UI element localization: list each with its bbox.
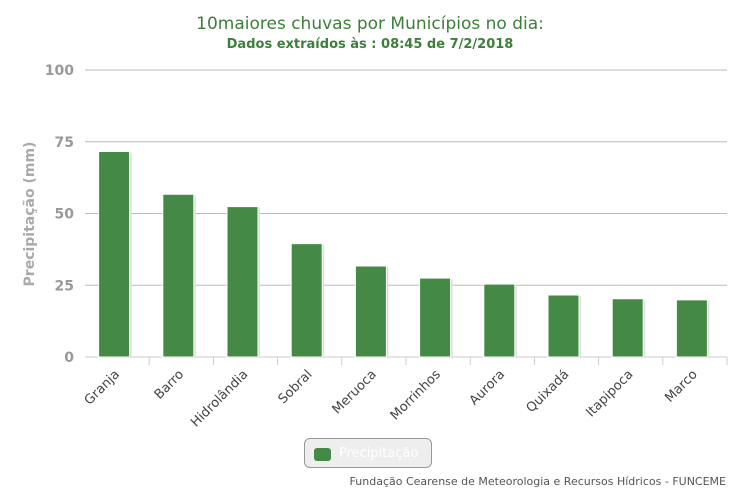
x-tick-label: Morrinhos <box>388 367 444 423</box>
credits[interactable]: Fundação Cearense de Meteorologia e Recu… <box>349 475 726 488</box>
bar-aurora <box>483 283 516 358</box>
x-tick-label: Marco <box>662 367 700 405</box>
bar-granja <box>98 151 131 358</box>
legend-swatch <box>314 448 331 461</box>
bar-hidrolândia <box>226 206 259 358</box>
x-tick-label: Itapipoca <box>583 367 636 420</box>
bar-marco <box>675 299 708 358</box>
bar-quixadá <box>547 294 580 358</box>
x-tick-label: Aurora <box>467 367 508 408</box>
legend-label: Precipitação <box>339 446 419 461</box>
x-tick-label: Meruoca <box>330 367 380 417</box>
bar-sobral <box>290 243 323 358</box>
bar-barro <box>162 193 195 358</box>
legend-item-precipitacao[interactable]: Precipitação <box>304 438 432 468</box>
x-tick-label: Quixadá <box>524 367 573 416</box>
x-tick-label: Granja <box>82 367 123 408</box>
x-tick-label: Sobral <box>276 367 316 407</box>
bar-meruoca <box>354 265 387 358</box>
x-tick-label: Barro <box>152 367 187 402</box>
y-tick-label: 50 <box>55 207 75 223</box>
chart-subtitle: Dados extraídos às : 08:45 de 7/2/2018 <box>226 37 514 52</box>
y-axis-label: Precipitação (mm) <box>22 142 38 287</box>
x-tick-label: Hidrolândia <box>188 367 251 430</box>
chart-title: 10maiores chuvas por Municípios no dia: <box>196 14 544 34</box>
bar-morrinhos <box>419 277 452 358</box>
y-tick-label: 0 <box>64 350 74 366</box>
y-tick-label: 25 <box>55 278 74 294</box>
y-tick-label: 100 <box>45 63 74 79</box>
bar-itapipoca <box>611 298 644 358</box>
y-tick-label: 75 <box>55 135 74 151</box>
